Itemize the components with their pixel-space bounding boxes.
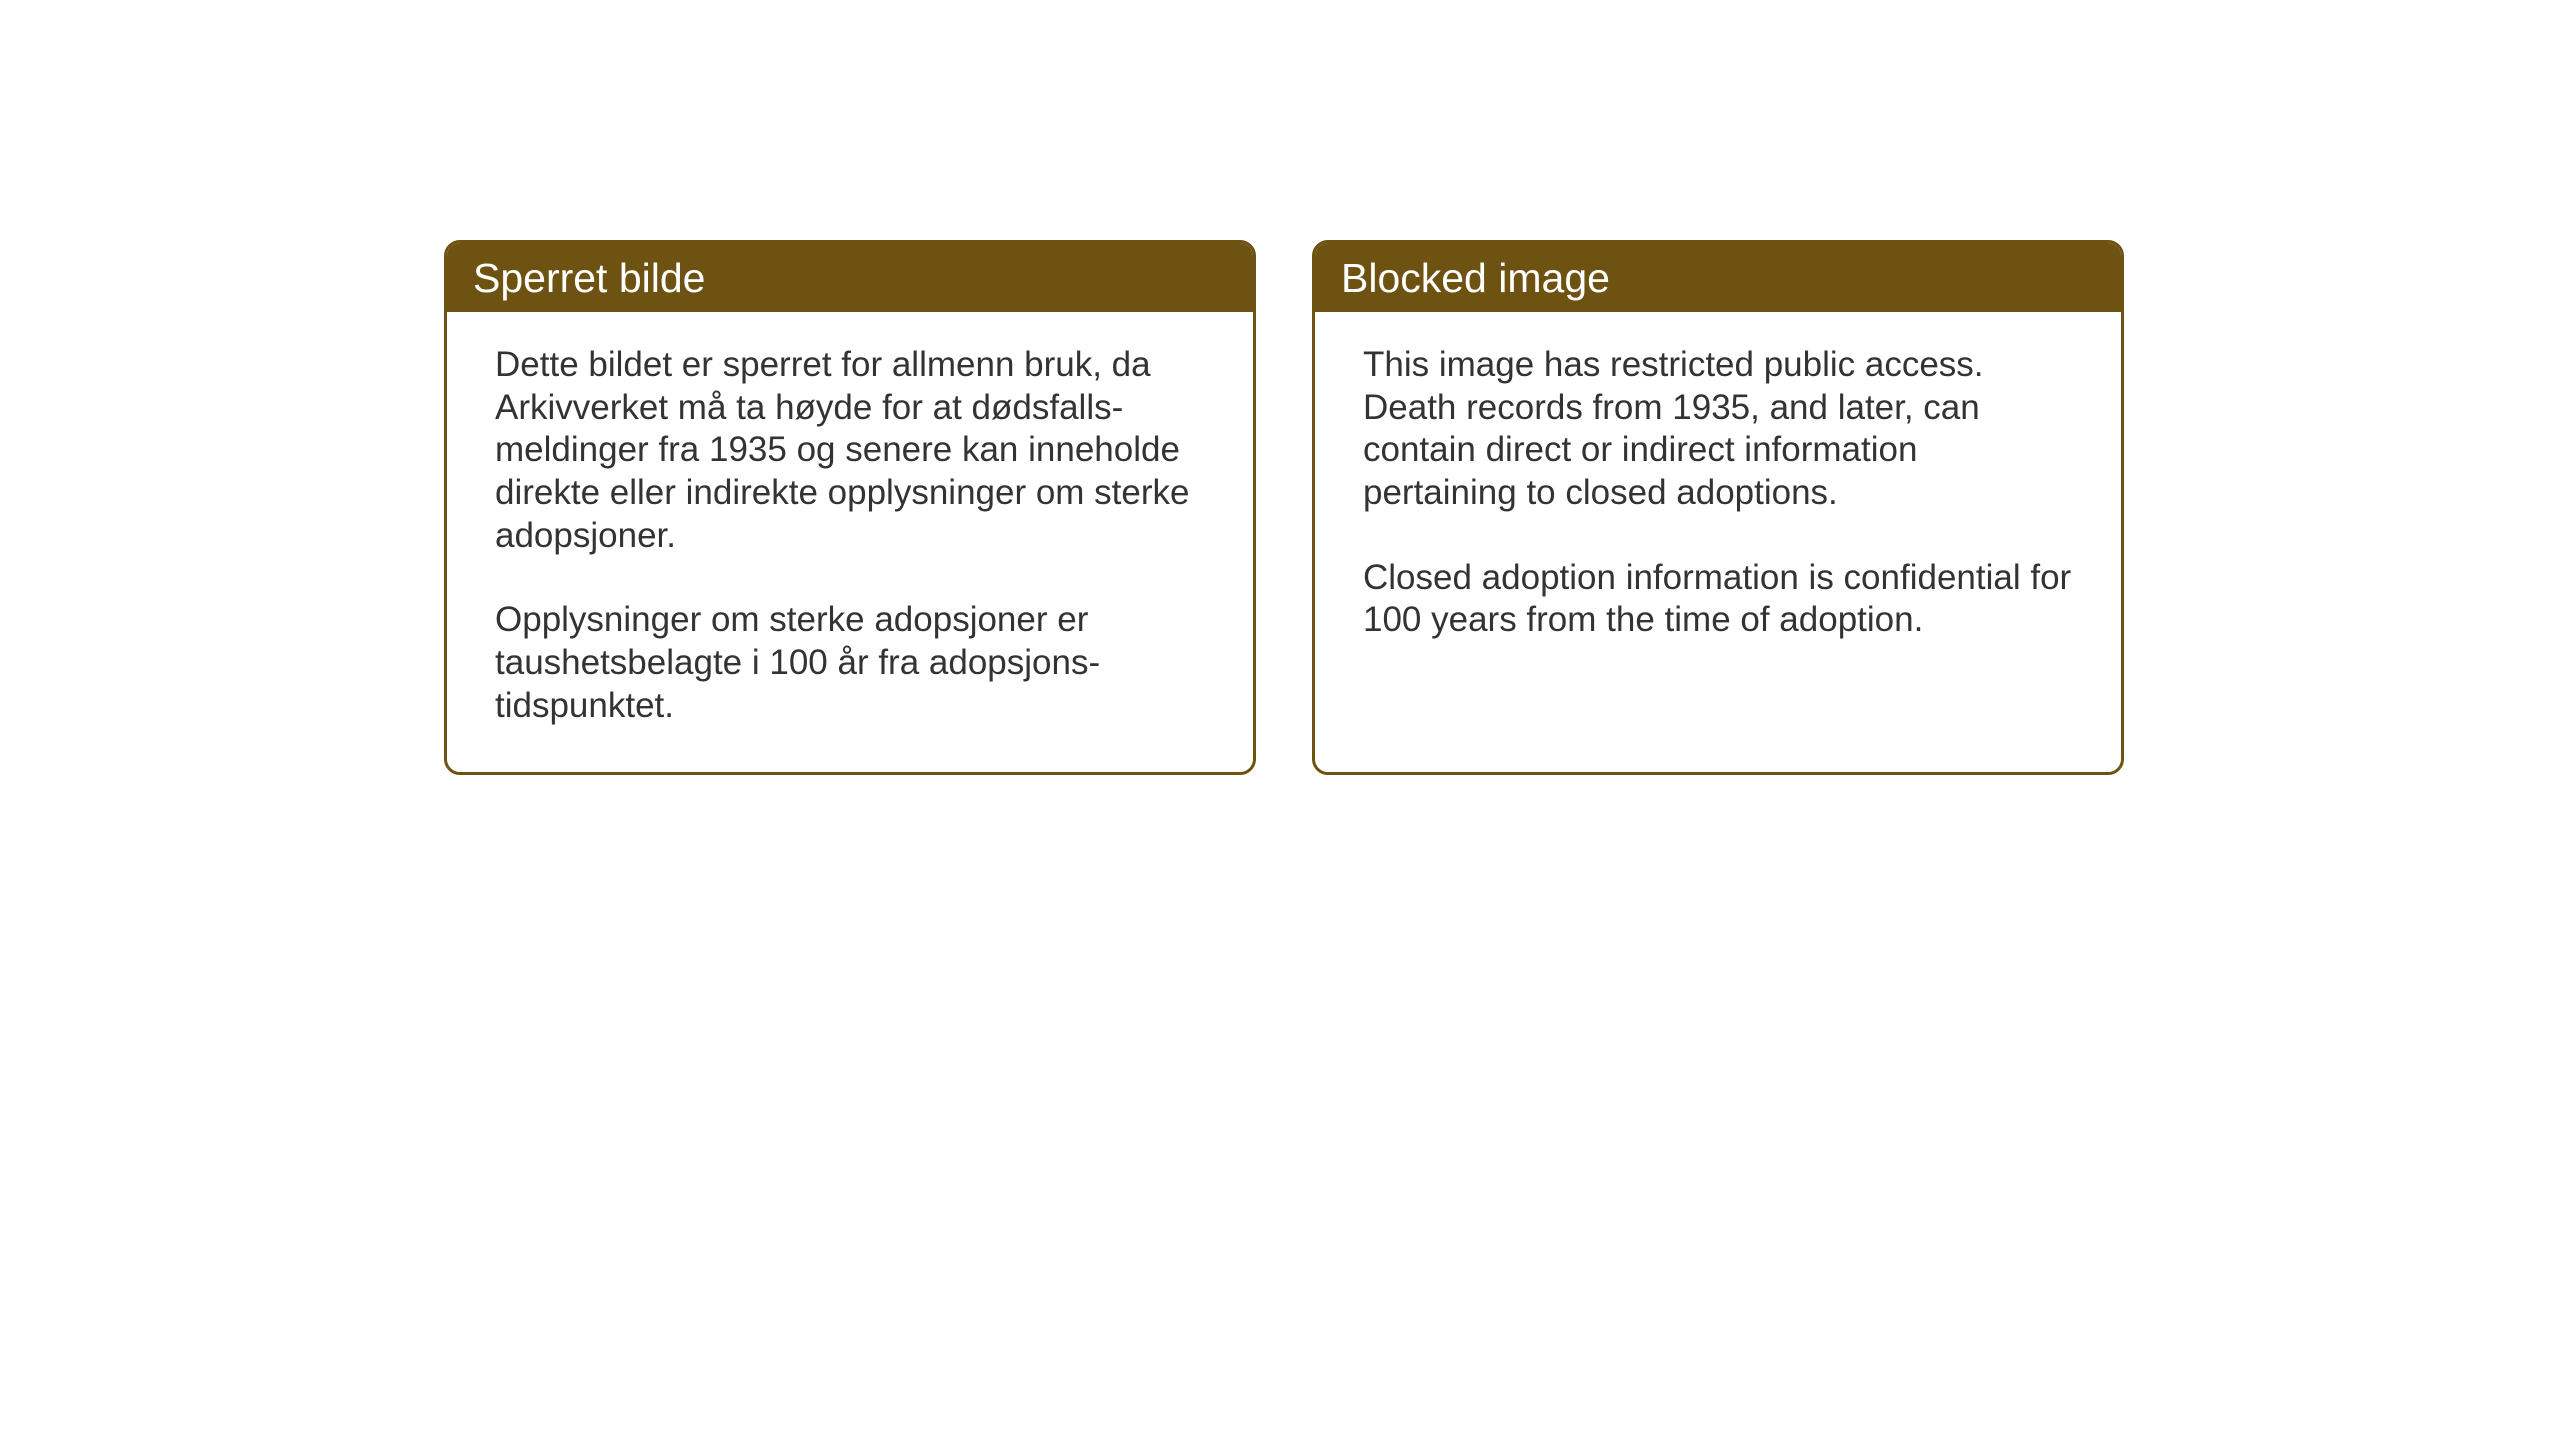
paragraph-1-english: This image has restricted public access.… (1363, 344, 2073, 515)
card-body-english: This image has restricted public access.… (1315, 312, 2121, 726)
card-body-norwegian: Dette bildet er sperret for allmenn bruk… (447, 312, 1253, 772)
cards-container: Sperret bilde Dette bildet er sperret fo… (444, 240, 2124, 775)
paragraph-2-norwegian: Opplysninger om sterke adopsjoner er tau… (495, 599, 1205, 727)
card-title-english: Blocked image (1341, 255, 1610, 301)
paragraph-2-english: Closed adoption information is confident… (1363, 557, 2073, 642)
paragraph-1-norwegian: Dette bildet er sperret for allmenn bruk… (495, 344, 1205, 557)
card-header-english: Blocked image (1315, 243, 2121, 312)
card-header-norwegian: Sperret bilde (447, 243, 1253, 312)
card-norwegian: Sperret bilde Dette bildet er sperret fo… (444, 240, 1256, 775)
card-english: Blocked image This image has restricted … (1312, 240, 2124, 775)
card-title-norwegian: Sperret bilde (473, 255, 705, 301)
